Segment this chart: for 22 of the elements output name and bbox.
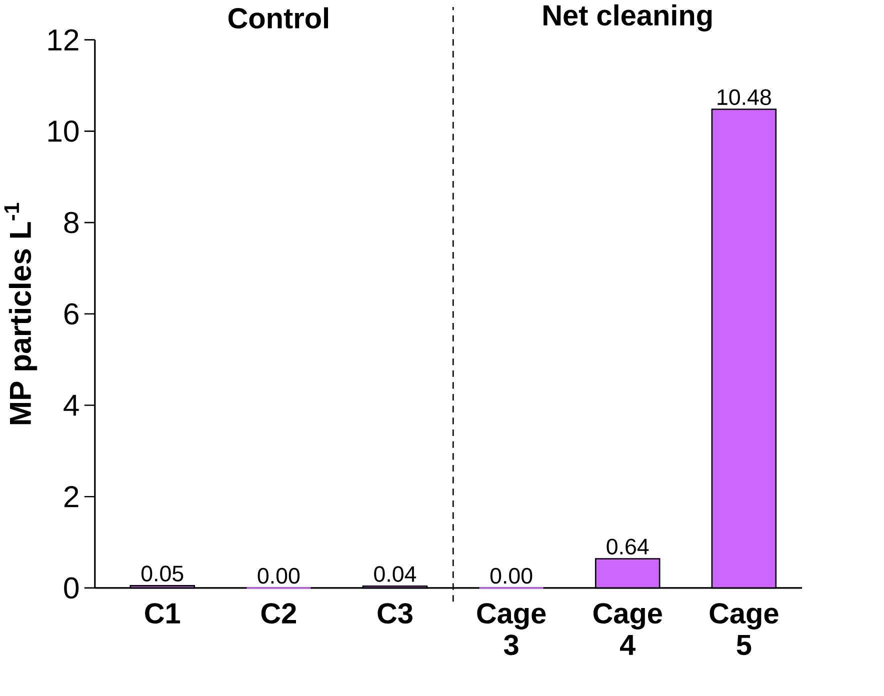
data-label: 0.04 bbox=[374, 566, 416, 582]
x-tick-label: C2 bbox=[261, 602, 296, 624]
x-tick-label: Cage 5 bbox=[710, 602, 778, 655]
y-tick-label: 12 bbox=[48, 29, 78, 50]
y-tick-label: 10 bbox=[48, 120, 79, 142]
x-tick-label: Cage 4 bbox=[593, 602, 662, 655]
y-tick-label: 8 bbox=[64, 212, 78, 234]
data-label: 0.05 bbox=[141, 565, 184, 582]
text: Control bbox=[228, 7, 328, 28]
y-tick-label: 4 bbox=[64, 394, 79, 416]
data-label: 0.64 bbox=[606, 538, 649, 554]
x-tick-label: C3 bbox=[378, 602, 412, 624]
data-label: 0.00 bbox=[490, 568, 532, 584]
data-label: 0.00 bbox=[258, 568, 300, 584]
y-tick-label: 0 bbox=[64, 577, 79, 598]
x-tick-label: C1 bbox=[145, 602, 180, 624]
y-tick-label: 2 bbox=[64, 486, 78, 507]
x-tick-label: Cage 3 bbox=[477, 602, 546, 655]
text: Net cleaning bbox=[544, 4, 712, 32]
y-axis-title: MP particles L$^{-1}$ bbox=[4, 202, 38, 424]
data-label: 10.48 bbox=[718, 89, 771, 105]
y-tick-label: 6 bbox=[64, 302, 78, 324]
